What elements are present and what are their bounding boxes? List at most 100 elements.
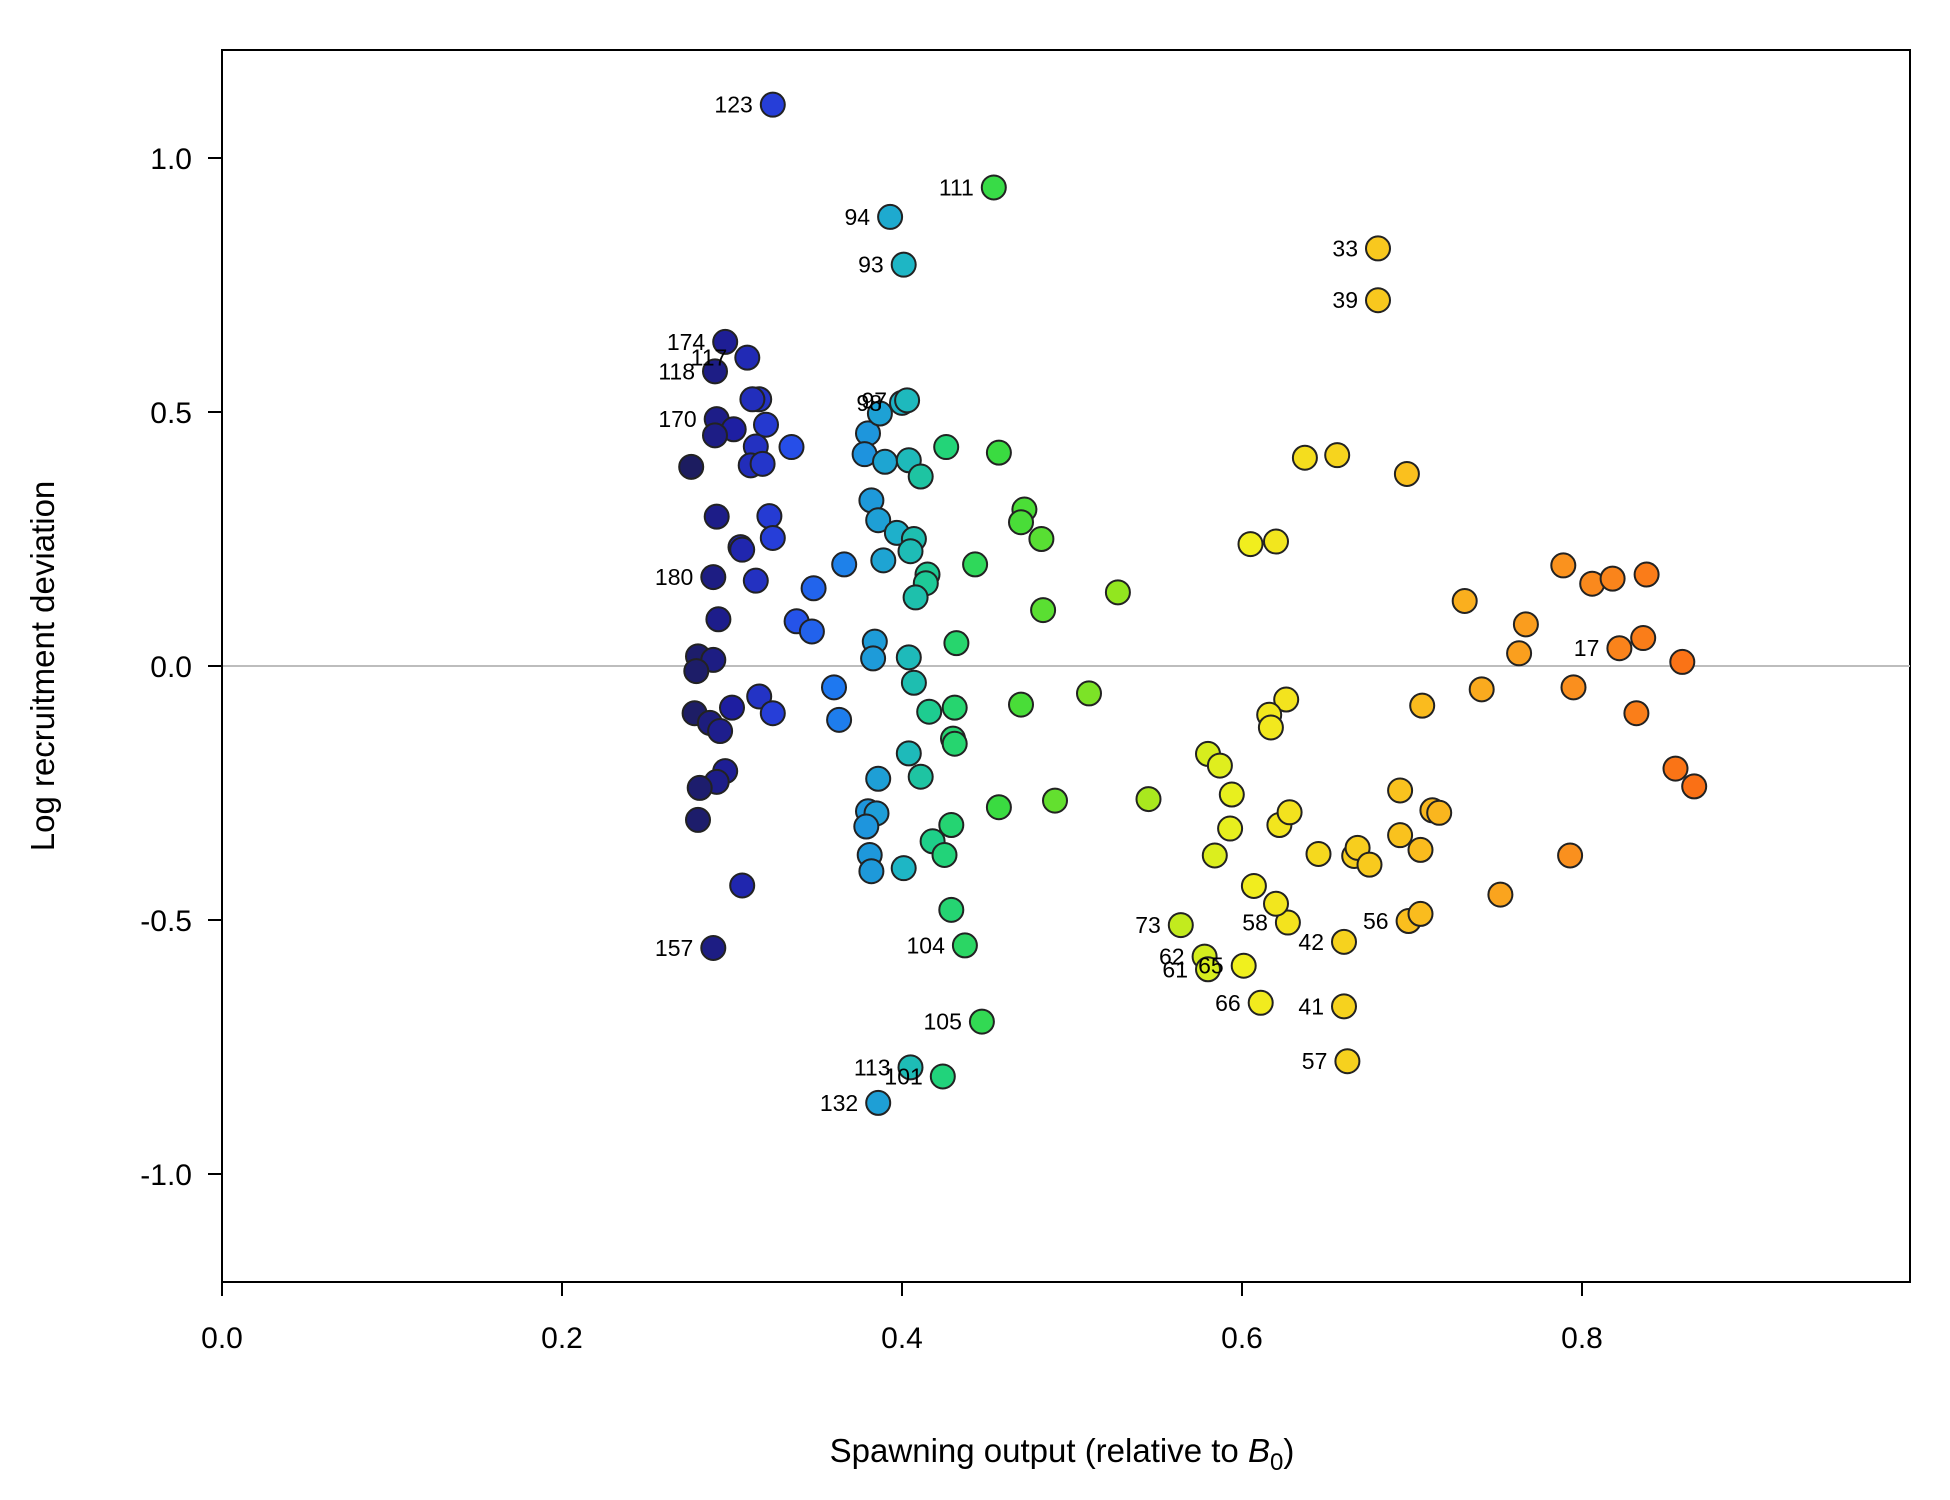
point-label: 111 [939, 174, 974, 200]
data-point [1623, 700, 1650, 727]
point-label: 93 [858, 252, 884, 278]
data-point [1201, 842, 1228, 869]
data-point [1217, 815, 1244, 842]
data-point [1291, 444, 1318, 471]
data-point [678, 453, 705, 480]
data-point [683, 658, 710, 685]
point-label: 42 [1298, 929, 1324, 955]
data-point [929, 1063, 956, 1090]
data-point [700, 564, 727, 591]
data-point [1167, 912, 1194, 939]
data-point [1409, 692, 1436, 719]
data-point [1076, 680, 1102, 707]
data-point [1468, 676, 1495, 703]
data-point [853, 813, 880, 840]
data-point [734, 344, 761, 371]
data-point [938, 812, 965, 839]
data-point [826, 706, 853, 733]
y-axis: -1.0 -0.5 0.0 0.5 1.0 [140, 143, 223, 1192]
point-label: 56 [1363, 908, 1389, 934]
point-label: 57 [1302, 1048, 1328, 1074]
data-point [739, 386, 766, 413]
data-point [1669, 648, 1696, 675]
data-point [985, 439, 1012, 466]
data-point [860, 645, 887, 672]
data-point [1393, 460, 1420, 487]
data-point [1263, 528, 1289, 555]
data-point [1426, 799, 1453, 826]
data-point [933, 434, 960, 461]
data-point [897, 1054, 924, 1081]
data-point [1560, 674, 1587, 701]
data-point [968, 1008, 995, 1035]
data-point [1042, 787, 1068, 814]
data-point [895, 644, 922, 671]
y-tick-label: 0.5 [150, 397, 192, 430]
data-point [1104, 579, 1131, 606]
point-label: 132 [820, 1090, 858, 1116]
data-point [916, 698, 943, 725]
data-point [962, 551, 989, 578]
point-label: 39 [1332, 287, 1358, 313]
data-point [729, 536, 756, 563]
point-label: 66 [1215, 990, 1241, 1016]
point-label: 58 [1242, 910, 1268, 936]
point-label: 62 [1159, 944, 1185, 970]
point-label: 157 [655, 935, 693, 961]
data-point [729, 872, 756, 899]
point-label: 101 [884, 1063, 922, 1089]
point-label: 65 [1198, 953, 1224, 979]
data-point [866, 400, 893, 427]
data-point [1008, 509, 1034, 536]
point-label: 17 [1574, 635, 1600, 661]
data-point [759, 91, 786, 118]
data-point [742, 567, 769, 594]
point-label: 113 [854, 1054, 891, 1080]
data-point [900, 669, 927, 696]
data-point [1274, 909, 1301, 936]
point-label: 94 [845, 204, 871, 230]
data-point [1451, 587, 1478, 614]
data-point [1263, 890, 1289, 917]
data-points [678, 91, 1708, 1116]
data-point [1630, 625, 1657, 652]
data-point [1247, 989, 1274, 1016]
data-point [703, 503, 730, 530]
data-point [1030, 597, 1057, 624]
data-point [890, 251, 917, 278]
data-point [941, 730, 968, 757]
data-point [1008, 691, 1034, 718]
data-point [890, 855, 917, 882]
data-point [707, 718, 734, 745]
point-label: 174 [667, 329, 706, 355]
x-tick-label: 0.2 [541, 1322, 583, 1355]
data-point [1407, 836, 1434, 863]
data-point [686, 774, 713, 801]
data-point [1273, 686, 1300, 713]
data-point [1276, 799, 1303, 826]
data-point [1305, 840, 1332, 867]
data-point [951, 932, 978, 959]
data-point [1407, 900, 1434, 927]
data-point [700, 934, 727, 961]
data-point [1387, 822, 1414, 849]
point-label: 73 [1135, 912, 1161, 938]
point-label: 117 [691, 345, 728, 371]
point-label: 41 [1298, 993, 1324, 1019]
data-point [1331, 993, 1357, 1020]
data-point [895, 740, 922, 767]
data-point [719, 694, 745, 721]
data-point [821, 674, 847, 701]
data-point [931, 841, 958, 868]
x-tick-label: 0.8 [1561, 1322, 1603, 1355]
data-point [1387, 777, 1414, 804]
data-point [746, 683, 773, 710]
data-point [1662, 755, 1689, 782]
data-point [872, 448, 898, 475]
y-axis-title: Log recruitment deviation [24, 481, 61, 852]
data-point [980, 174, 1007, 201]
data-point [1550, 552, 1577, 579]
data-point [1365, 287, 1391, 314]
data-point [1195, 956, 1221, 983]
data-point [1487, 881, 1514, 908]
